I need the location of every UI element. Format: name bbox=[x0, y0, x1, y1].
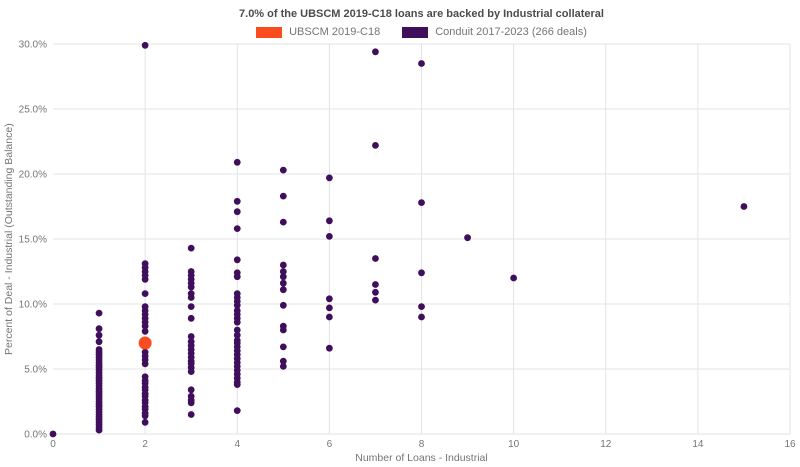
x-axis-title: Number of Loans - Industrial bbox=[355, 452, 488, 464]
data-point[interactable] bbox=[279, 192, 287, 200]
data-point[interactable] bbox=[187, 303, 195, 310]
data-point[interactable] bbox=[95, 309, 103, 317]
data-point[interactable] bbox=[187, 244, 195, 252]
data-point[interactable] bbox=[279, 268, 287, 275]
data-point[interactable] bbox=[233, 301, 241, 309]
data-point[interactable] bbox=[464, 234, 471, 242]
y-tick-label: 5.0% bbox=[24, 365, 47, 376]
y-tick-label: 10.0% bbox=[19, 300, 47, 311]
data-point[interactable] bbox=[95, 325, 103, 333]
y-tick-label: 25.0% bbox=[19, 105, 47, 116]
data-point[interactable] bbox=[187, 368, 195, 375]
data-point[interactable] bbox=[372, 288, 379, 296]
data-point[interactable] bbox=[279, 326, 287, 334]
data-point[interactable] bbox=[372, 296, 379, 304]
data-point[interactable] bbox=[187, 314, 195, 322]
data-point[interactable] bbox=[138, 336, 152, 350]
data-point[interactable] bbox=[279, 261, 287, 269]
data-point[interactable] bbox=[418, 269, 425, 277]
data-point[interactable] bbox=[141, 275, 149, 283]
data-point[interactable] bbox=[49, 430, 57, 438]
data-point[interactable] bbox=[233, 407, 241, 414]
data-point[interactable] bbox=[233, 331, 241, 339]
data-point[interactable] bbox=[372, 281, 379, 288]
data-point[interactable] bbox=[187, 333, 195, 340]
data-point[interactable] bbox=[233, 318, 241, 326]
data-point[interactable] bbox=[141, 360, 149, 368]
data-point[interactable] bbox=[141, 327, 149, 335]
data-point[interactable] bbox=[141, 322, 149, 330]
data-point[interactable] bbox=[141, 418, 149, 426]
data-point[interactable] bbox=[279, 166, 287, 174]
legend-swatch-ubscm bbox=[256, 26, 283, 38]
x-tick-label: 2 bbox=[142, 439, 148, 450]
x-tick-label: 4 bbox=[234, 439, 240, 450]
data-point[interactable] bbox=[233, 225, 241, 233]
x-tick-label: 14 bbox=[692, 439, 704, 450]
data-point[interactable] bbox=[418, 199, 425, 207]
y-tick-label: 30.0% bbox=[19, 40, 47, 51]
data-point[interactable] bbox=[95, 426, 103, 434]
data-point[interactable] bbox=[95, 331, 103, 339]
data-point[interactable] bbox=[418, 303, 425, 310]
data-point[interactable] bbox=[279, 301, 287, 309]
data-point[interactable] bbox=[418, 60, 425, 67]
data-point[interactable] bbox=[279, 279, 287, 287]
data-point[interactable] bbox=[372, 48, 379, 56]
x-tick-label: 16 bbox=[784, 439, 796, 450]
y-tick-label: 15.0% bbox=[19, 235, 47, 246]
x-tick-label: 8 bbox=[419, 439, 425, 450]
data-point[interactable] bbox=[510, 274, 518, 282]
data-point[interactable] bbox=[325, 295, 333, 303]
y-tick-label: 0.0% bbox=[24, 430, 47, 441]
data-point[interactable] bbox=[141, 41, 149, 49]
data-point[interactable] bbox=[418, 313, 425, 321]
legend: UBSCM 2019-C18 Conduit 2017-2023 (266 de… bbox=[53, 26, 790, 38]
data-point[interactable] bbox=[279, 357, 287, 365]
data-point[interactable] bbox=[187, 294, 195, 301]
x-tick-label: 12 bbox=[600, 439, 612, 450]
data-point[interactable] bbox=[279, 343, 287, 351]
data-point[interactable] bbox=[372, 142, 379, 149]
legend-item-conduit[interactable]: Conduit 2017-2023 (266 deals) bbox=[402, 26, 587, 38]
data-point[interactable] bbox=[279, 363, 287, 370]
data-point[interactable] bbox=[233, 158, 241, 166]
data-point[interactable] bbox=[187, 399, 195, 407]
data-point[interactable] bbox=[325, 233, 333, 240]
data-point[interactable] bbox=[325, 174, 333, 182]
chart-title: 7.0% of the UBSCM 2019-C18 loans are bac… bbox=[239, 8, 604, 20]
x-tick-label: 10 bbox=[508, 439, 520, 450]
data-point[interactable] bbox=[233, 197, 241, 205]
data-point[interactable] bbox=[141, 290, 149, 297]
data-point[interactable] bbox=[233, 326, 241, 334]
data-point[interactable] bbox=[233, 256, 241, 264]
data-point[interactable] bbox=[233, 273, 241, 281]
data-point[interactable] bbox=[279, 273, 287, 281]
data-point[interactable] bbox=[325, 344, 333, 352]
data-point[interactable] bbox=[279, 218, 287, 226]
data-point[interactable] bbox=[141, 412, 149, 420]
data-point[interactable] bbox=[95, 338, 103, 346]
legend-label-ubscm: UBSCM 2019-C18 bbox=[289, 26, 381, 38]
legend-label-conduit: Conduit 2017-2023 (266 deals) bbox=[435, 26, 587, 38]
data-point[interactable] bbox=[325, 304, 333, 312]
data-point[interactable] bbox=[279, 286, 287, 294]
data-point[interactable] bbox=[325, 217, 333, 225]
data-point[interactable] bbox=[740, 203, 748, 210]
x-tick-label: 6 bbox=[327, 439, 333, 450]
data-point[interactable] bbox=[187, 386, 195, 394]
data-point[interactable] bbox=[233, 208, 241, 216]
y-tick-label: 20.0% bbox=[19, 170, 47, 181]
legend-item-ubscm[interactable]: UBSCM 2019-C18 bbox=[256, 26, 380, 38]
data-point[interactable] bbox=[372, 255, 379, 262]
data-point[interactable] bbox=[187, 411, 195, 418]
x-tick-label: 0 bbox=[50, 439, 56, 450]
data-point[interactable] bbox=[187, 283, 195, 291]
legend-swatch-conduit bbox=[402, 26, 429, 38]
data-point[interactable] bbox=[233, 381, 241, 388]
data-point[interactable] bbox=[325, 313, 333, 321]
